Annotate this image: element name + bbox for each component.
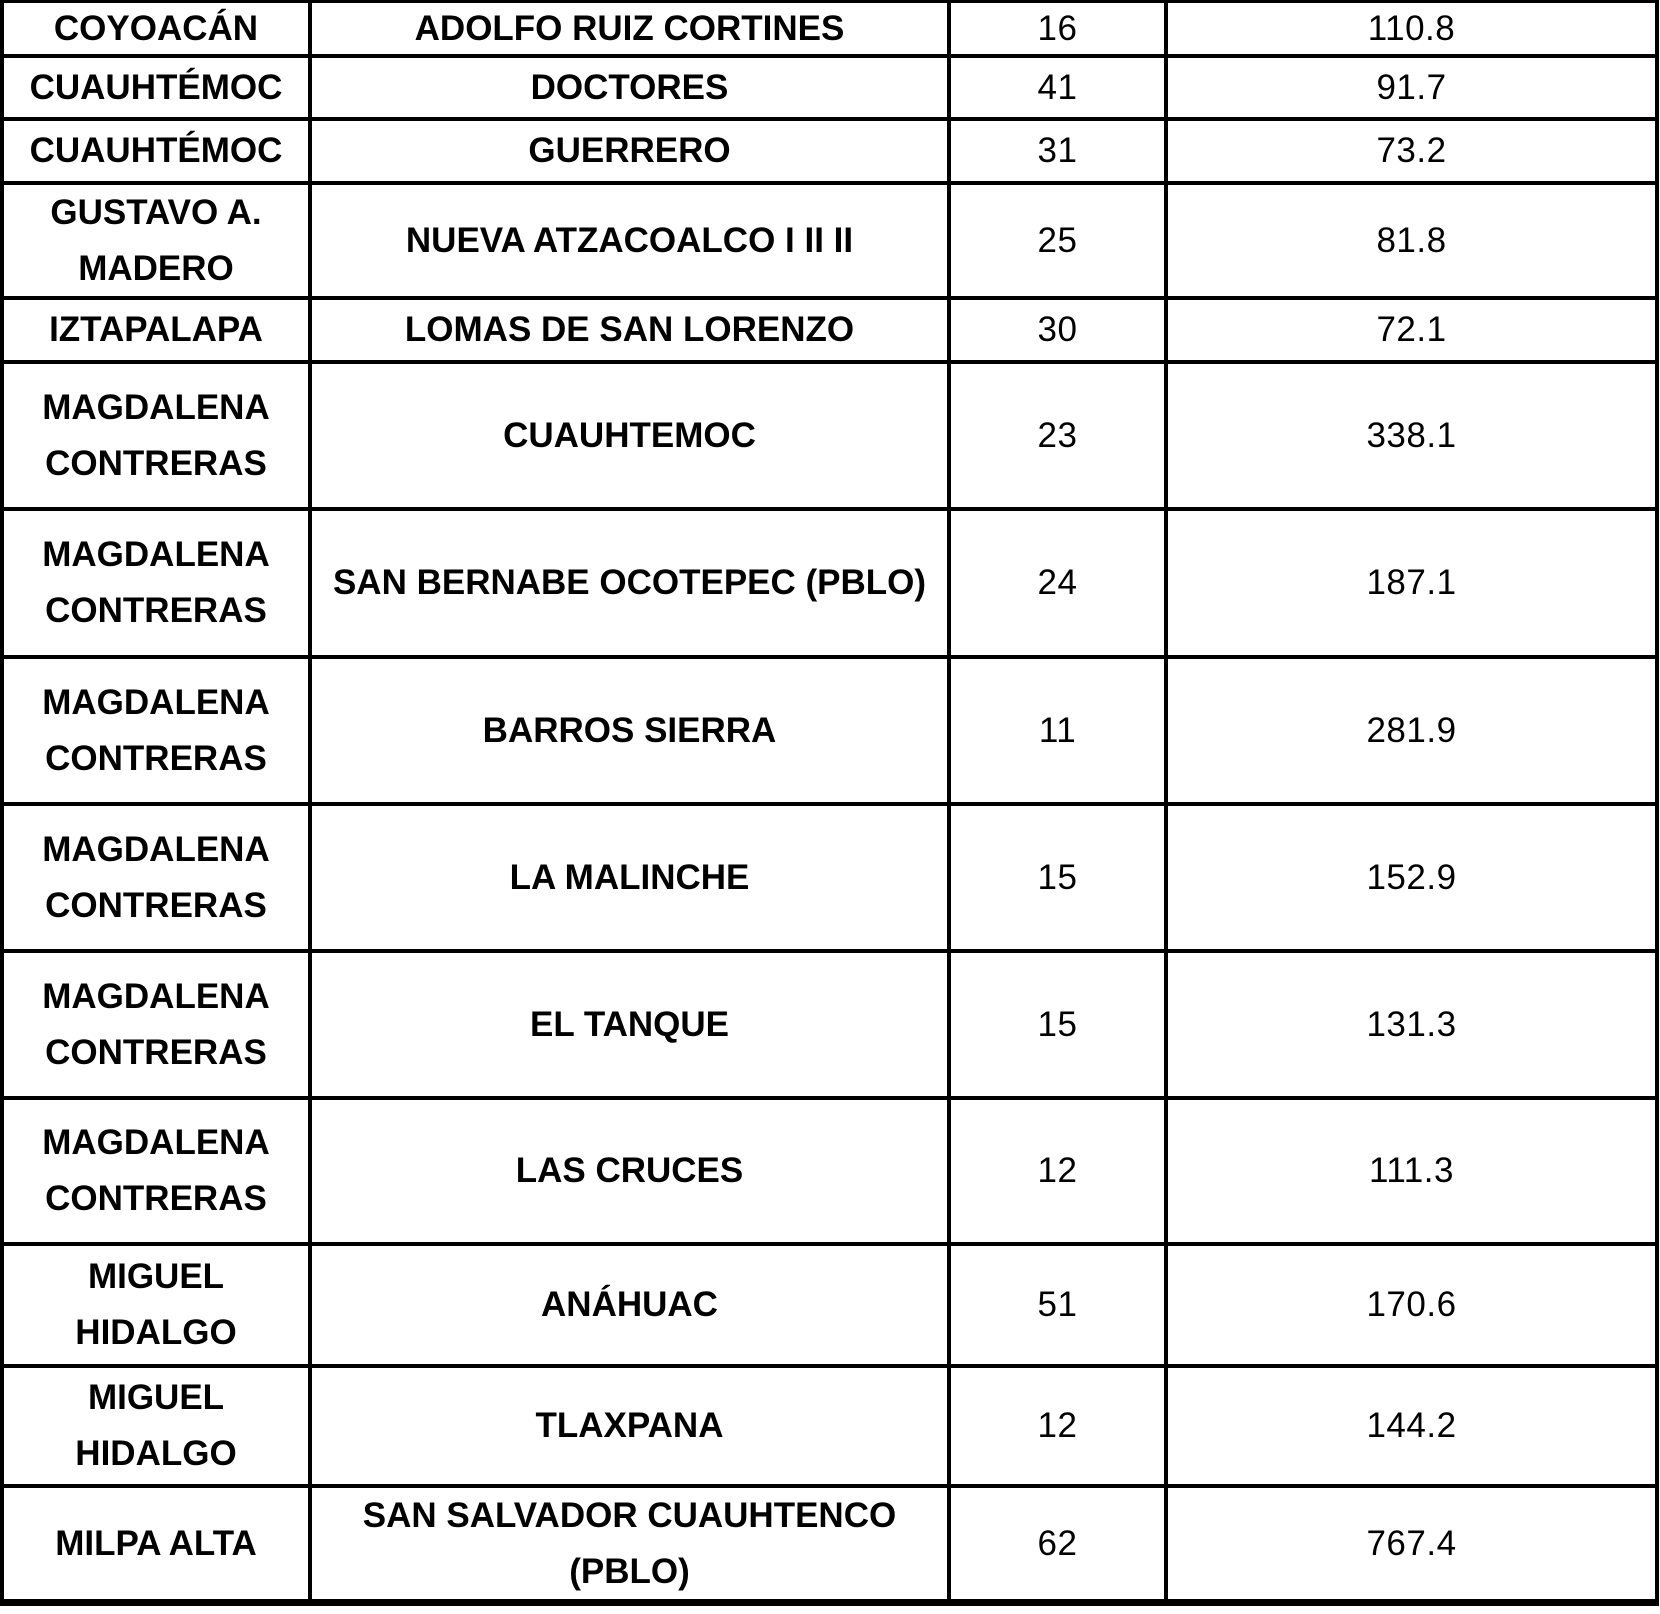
count-cell: 16 bbox=[951, 3, 1168, 58]
colonia-cell: LOMAS DE SAN LORENZO bbox=[312, 300, 951, 364]
count-cell: 30 bbox=[951, 300, 1168, 364]
value-cell: 81.8 bbox=[1168, 185, 1659, 300]
value-cell: 91.7 bbox=[1168, 58, 1659, 121]
colonia-cell: SAN SALVADOR CUAUHTENCO (PBLO) bbox=[312, 1488, 951, 1606]
count-cell: 41 bbox=[951, 58, 1168, 121]
count-cell: 12 bbox=[951, 1100, 1168, 1246]
colonia-cell: SAN BERNABE OCOTEPEC (PBLO) bbox=[312, 511, 951, 659]
delegacion-cell: MAGDALENA CONTRERAS bbox=[4, 953, 312, 1100]
delegacion-cell: IZTAPALAPA bbox=[4, 300, 312, 364]
value-cell: 73.2 bbox=[1168, 121, 1659, 185]
colonia-cell: DOCTORES bbox=[312, 58, 951, 121]
colonia-cell: LA MALINCHE bbox=[312, 806, 951, 953]
delegacion-cell: MIGUEL HIDALGO bbox=[4, 1368, 312, 1488]
colonia-cell: GUERRERO bbox=[312, 121, 951, 185]
value-cell: 281.9 bbox=[1168, 659, 1659, 806]
delegacion-cell: MIGUEL HIDALGO bbox=[4, 1246, 312, 1368]
value-cell: 187.1 bbox=[1168, 511, 1659, 659]
value-cell: 111.3 bbox=[1168, 1100, 1659, 1246]
count-cell: 51 bbox=[951, 1246, 1168, 1368]
cropped-next-row-sliver bbox=[0, 1606, 1660, 1614]
delegacion-cell: CUAUHTÉMOC bbox=[4, 121, 312, 185]
count-cell: 24 bbox=[951, 511, 1168, 659]
colonia-cell: CUAUHTEMOC bbox=[312, 364, 951, 511]
value-cell: 338.1 bbox=[1168, 364, 1659, 511]
count-cell: 15 bbox=[951, 806, 1168, 953]
delegacion-cell: COYOACÁN bbox=[4, 3, 312, 58]
value-cell: 767.4 bbox=[1168, 1488, 1659, 1606]
colonia-cell: BARROS SIERRA bbox=[312, 659, 951, 806]
colonia-cell: ADOLFO RUIZ CORTINES bbox=[312, 3, 951, 58]
count-cell: 25 bbox=[951, 185, 1168, 300]
delegacion-cell: MAGDALENA CONTRERAS bbox=[4, 1100, 312, 1246]
delegacion-cell: CUAUHTÉMOC bbox=[4, 58, 312, 121]
delegacion-cell: MAGDALENA CONTRERAS bbox=[4, 364, 312, 511]
count-cell: 12 bbox=[951, 1368, 1168, 1488]
count-cell: 31 bbox=[951, 121, 1168, 185]
colonia-cell: TLAXPANA bbox=[312, 1368, 951, 1488]
colonia-cell: NUEVA ATZACOALCO I II II bbox=[312, 185, 951, 300]
value-cell: 110.8 bbox=[1168, 3, 1659, 58]
value-cell: 131.3 bbox=[1168, 953, 1659, 1100]
count-cell: 15 bbox=[951, 953, 1168, 1100]
delegacion-cell: GUSTAVO A. MADERO bbox=[4, 185, 312, 300]
delegacion-cell: MAGDALENA CONTRERAS bbox=[4, 806, 312, 953]
count-cell: 23 bbox=[951, 364, 1168, 511]
delegacion-cell: MAGDALENA CONTRERAS bbox=[4, 511, 312, 659]
value-cell: 152.9 bbox=[1168, 806, 1659, 953]
colonia-cell: EL TANQUE bbox=[312, 953, 951, 1100]
value-cell: 170.6 bbox=[1168, 1246, 1659, 1368]
count-cell: 62 bbox=[951, 1488, 1168, 1606]
colonia-cell: ANÁHUAC bbox=[312, 1246, 951, 1368]
delegacion-cell: MILPA ALTA bbox=[4, 1488, 312, 1606]
colonia-cell: LAS CRUCES bbox=[312, 1100, 951, 1246]
delegacion-cell: MAGDALENA CONTRERAS bbox=[4, 659, 312, 806]
count-cell: 11 bbox=[951, 659, 1168, 806]
value-cell: 72.1 bbox=[1168, 300, 1659, 364]
value-cell: 144.2 bbox=[1168, 1368, 1659, 1488]
